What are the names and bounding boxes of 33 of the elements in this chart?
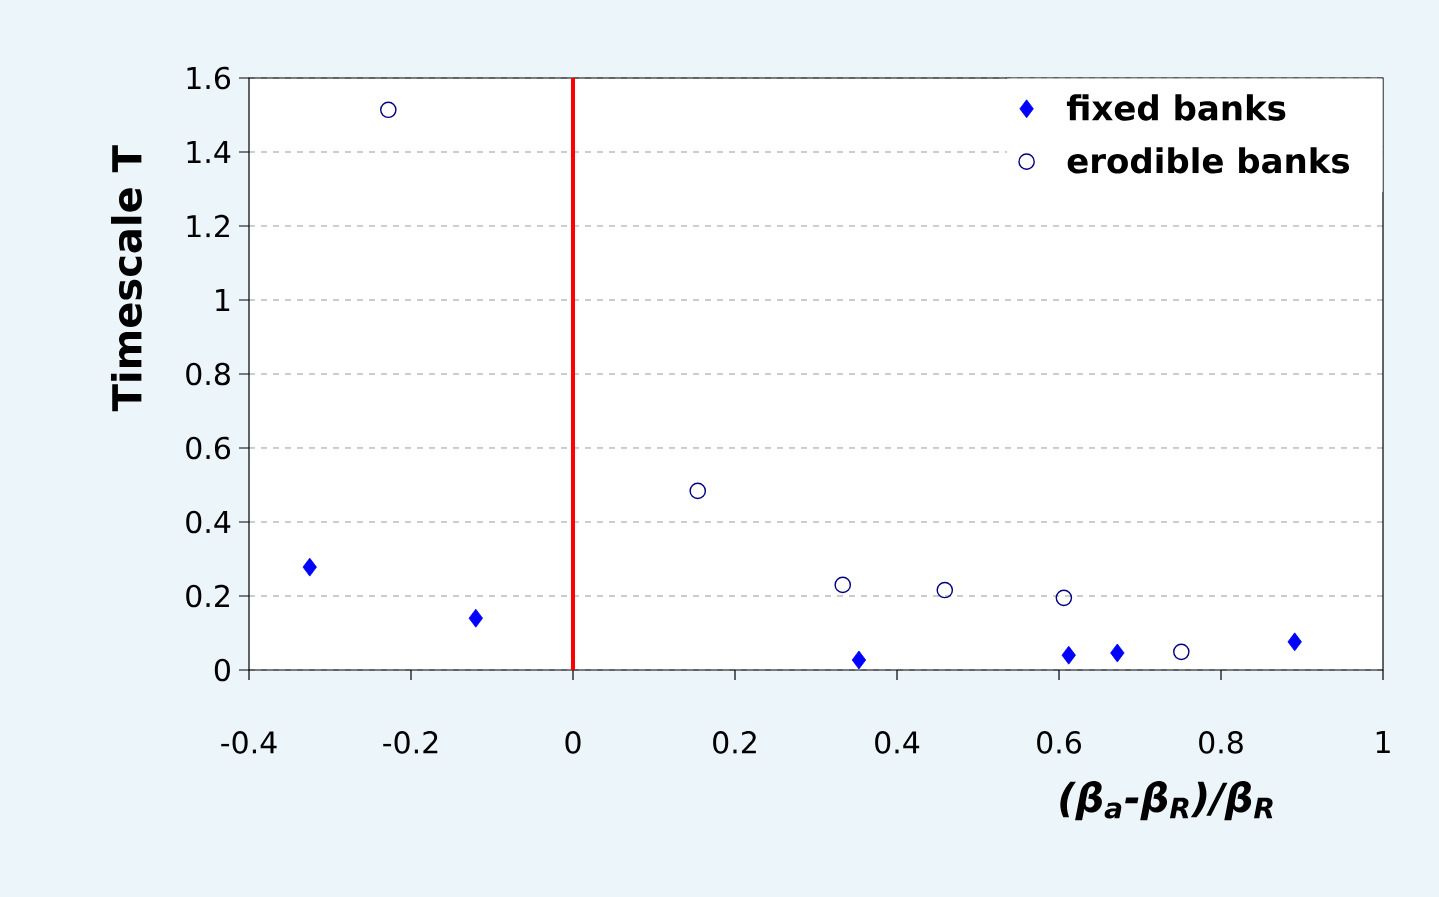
point (1055, 589, 1073, 607)
point (302, 557, 317, 577)
legend-label: erodible banks (1067, 147, 1350, 174)
point (1173, 643, 1190, 661)
point (468, 608, 483, 628)
point (380, 101, 397, 119)
legend-label: fixed banks (1066, 94, 1286, 121)
y-tick-label: 1 (216, 289, 230, 311)
x-tick-label: 0.2 (713, 731, 756, 754)
y-tick-label: 0 (214, 658, 230, 682)
y-axis-title: Timescale T (110, 145, 142, 412)
point (834, 576, 852, 594)
point (689, 482, 707, 500)
x-axis-title: (β$_{a}$-β$_{R}$)/β$_{R}$ (1060, 781, 1273, 821)
point (851, 650, 867, 670)
x-tick-label: -0.2 (383, 731, 438, 754)
y-tick-label: 1.2 (187, 214, 229, 238)
point (1061, 645, 1076, 665)
y-tick-label: 1.4 (187, 141, 231, 163)
y-tick-label: 0.4 (186, 510, 231, 534)
x-tick-label: -0.4 (221, 731, 277, 754)
point (1110, 643, 1125, 663)
x-tick-label: 1 (1376, 731, 1390, 753)
x-tick-label: 0 (565, 731, 581, 754)
x-tick-label: 0.8 (1199, 731, 1243, 754)
x-tick-label: 0.4 (875, 731, 920, 754)
y-tick-label: 0.8 (186, 362, 230, 386)
y-tick-label: 0.2 (186, 584, 229, 608)
y-tick-label: 0.6 (186, 436, 231, 460)
y-tick-label: 1.6 (187, 66, 231, 90)
point (936, 581, 954, 599)
point (1287, 632, 1302, 652)
x-tick-label: 0.6 (1037, 731, 1081, 754)
